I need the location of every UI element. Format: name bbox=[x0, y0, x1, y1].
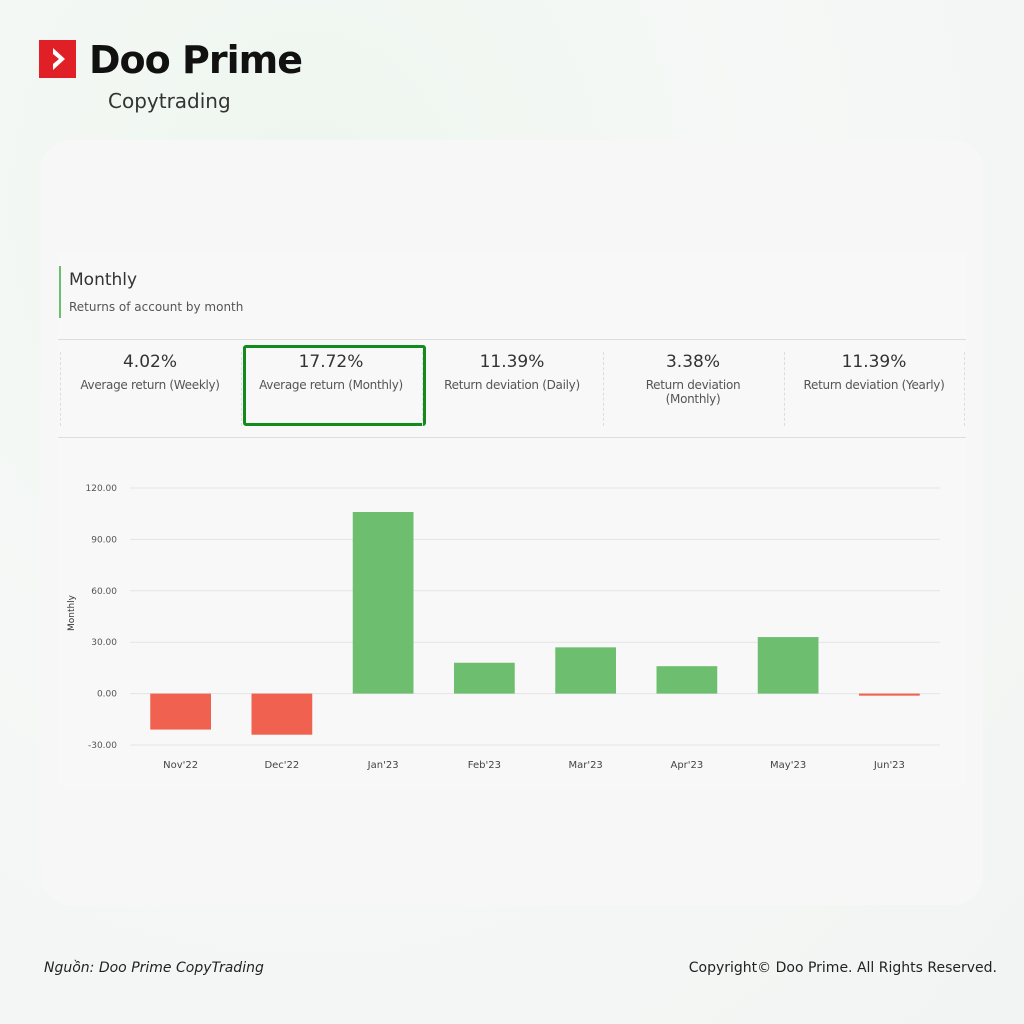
stat-label: Average return (Monthly) bbox=[259, 378, 403, 392]
bar bbox=[150, 693, 211, 730]
stat-label: Average return (Weekly) bbox=[80, 378, 220, 392]
x-tick-label: Feb'23 bbox=[468, 760, 501, 771]
y-tick-label: -30.00 bbox=[88, 741, 117, 751]
stat: 11.39% Return deviation (Yearly) bbox=[784, 352, 964, 392]
panel-title: Monthly bbox=[69, 270, 138, 290]
stat: 4.02% Average return (Weekly) bbox=[60, 352, 240, 392]
x-tick-label: Mar'23 bbox=[568, 760, 602, 771]
x-tick-label: Jan'23 bbox=[367, 760, 399, 771]
stat-value: 11.39% bbox=[841, 352, 907, 372]
bar bbox=[859, 693, 920, 696]
title-accent bbox=[59, 266, 61, 318]
divider bbox=[58, 437, 966, 438]
bar bbox=[251, 693, 313, 735]
brand-product: Copytrading bbox=[108, 89, 231, 113]
logo-mark bbox=[53, 48, 65, 70]
stat-value: 4.02% bbox=[122, 352, 177, 372]
panel-subtitle: Returns of account by month bbox=[69, 300, 244, 314]
x-tick-label: Apr'23 bbox=[670, 760, 703, 771]
y-tick-label: 60.00 bbox=[91, 587, 117, 597]
y-tick-label: 120.00 bbox=[86, 484, 118, 494]
stat-value: 3.38% bbox=[665, 352, 720, 372]
x-tick-label: Nov'22 bbox=[163, 760, 198, 771]
stat-value: 17.72% bbox=[298, 352, 364, 372]
stat: 17.72% Average return (Monthly) bbox=[241, 352, 421, 392]
separator bbox=[422, 352, 423, 426]
stat-value: 11.39% bbox=[479, 352, 545, 372]
x-tick-label: May'23 bbox=[770, 760, 806, 771]
stat: 11.39% Return deviation (Daily) bbox=[422, 352, 602, 392]
bar bbox=[555, 647, 616, 694]
x-tick-label: Jun'23 bbox=[873, 760, 905, 771]
y-tick-label: 30.00 bbox=[91, 638, 117, 648]
bar bbox=[757, 637, 819, 694]
x-tick-label: Dec'22 bbox=[264, 760, 299, 771]
bar bbox=[352, 511, 414, 694]
separator bbox=[964, 352, 965, 426]
source: Nguồn: Doo Prime CopyTrading bbox=[44, 960, 264, 976]
stat: 3.38% Return deviation (Monthly) bbox=[603, 352, 783, 406]
bar bbox=[454, 662, 515, 694]
y-tick-label: 90.00 bbox=[91, 535, 117, 545]
copyright: Copyright© Doo Prime. All Rights Reserve… bbox=[688, 960, 997, 976]
stat-label: Return deviation (Monthly) bbox=[645, 378, 741, 406]
logo-icon bbox=[39, 40, 76, 78]
y-axis-label: Monthly bbox=[67, 594, 77, 631]
highlight-box bbox=[243, 345, 426, 426]
stat-label: Return deviation (Yearly) bbox=[803, 378, 945, 392]
separator bbox=[784, 352, 785, 426]
bar bbox=[656, 666, 718, 694]
separator bbox=[603, 352, 604, 426]
separator bbox=[241, 352, 242, 426]
brand-name: Doo Prime bbox=[89, 38, 303, 82]
y-tick-label: 0.00 bbox=[97, 690, 117, 700]
separator bbox=[60, 352, 61, 426]
divider bbox=[58, 339, 966, 340]
stat-label: Return deviation (Daily) bbox=[444, 378, 580, 392]
